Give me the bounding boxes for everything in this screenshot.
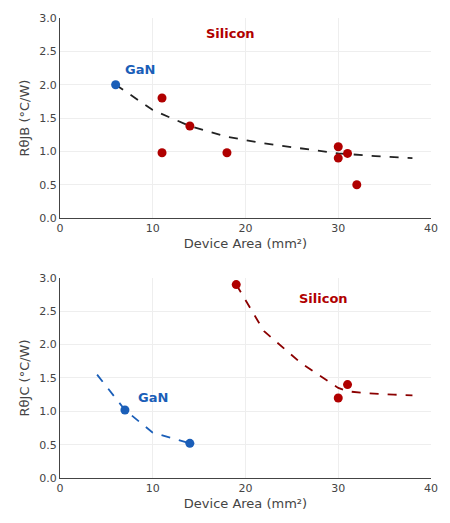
svg-text:Silicon: Silicon xyxy=(206,26,255,41)
svg-text:30: 30 xyxy=(331,222,345,235)
svg-text:GaN: GaN xyxy=(138,390,168,405)
svg-text:30: 30 xyxy=(331,482,345,495)
svg-text:2.0: 2.0 xyxy=(39,79,57,92)
svg-text:0: 0 xyxy=(57,482,64,495)
svg-text:Device Area (mm²): Device Area (mm²) xyxy=(184,496,307,511)
svg-text:0.5: 0.5 xyxy=(39,439,57,452)
svg-text:1.0: 1.0 xyxy=(39,405,57,418)
svg-text:RθJC (°C/W): RθJC (°C/W) xyxy=(17,339,32,416)
svg-text:0.0: 0.0 xyxy=(39,212,57,225)
svg-text:0.0: 0.0 xyxy=(39,472,57,485)
svg-text:10: 10 xyxy=(146,222,160,235)
svg-text:2.5: 2.5 xyxy=(39,45,57,58)
svg-text:20: 20 xyxy=(239,222,253,235)
svg-text:Device Area (mm²): Device Area (mm²) xyxy=(184,236,307,251)
svg-text:2.5: 2.5 xyxy=(39,305,57,318)
svg-text:20: 20 xyxy=(239,482,253,495)
svg-text:3.0: 3.0 xyxy=(39,12,57,25)
svg-text:40: 40 xyxy=(424,482,438,495)
svg-text:1.5: 1.5 xyxy=(39,372,57,385)
svg-text:0.5: 0.5 xyxy=(39,179,57,192)
svg-text:3.0: 3.0 xyxy=(39,272,57,285)
svg-text:1.5: 1.5 xyxy=(39,112,57,125)
svg-text:RθJB (°C/W): RθJB (°C/W) xyxy=(17,80,32,157)
svg-text:GaN: GaN xyxy=(125,62,155,77)
svg-text:0: 0 xyxy=(57,222,64,235)
svg-text:1.0: 1.0 xyxy=(39,145,57,158)
svg-text:Silicon: Silicon xyxy=(299,291,348,306)
svg-text:10: 10 xyxy=(146,482,160,495)
svg-text:2.0: 2.0 xyxy=(39,338,57,351)
svg-text:40: 40 xyxy=(424,222,438,235)
